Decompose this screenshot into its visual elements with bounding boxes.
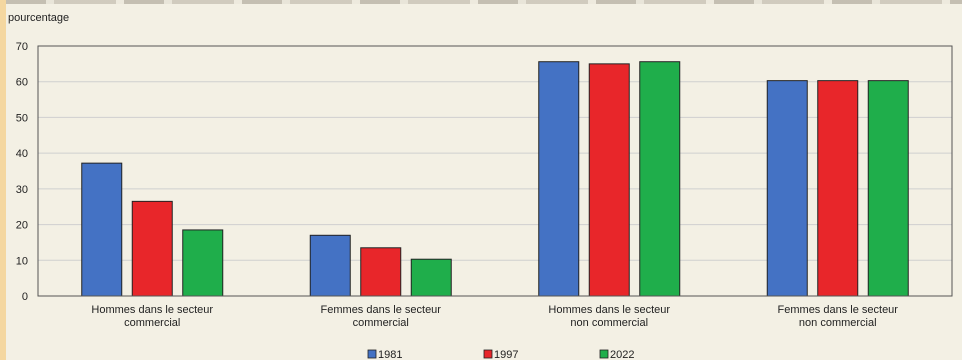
x-category-label: non commercial	[799, 317, 877, 329]
bar-1981-cat0	[81, 162, 123, 297]
x-category-label: Femmes dans le secteur	[778, 304, 899, 316]
y-axis-ticks: 0 10 20 30 40 50 60 70	[16, 41, 28, 303]
y-tick-label: 30	[16, 184, 28, 196]
x-category-label: Hommes dans le secteur	[548, 304, 670, 316]
x-category-label: Femmes dans le secteur	[321, 304, 442, 316]
legend: 1981 1997 2022	[367, 349, 634, 360]
x-category-label: commercial	[124, 317, 180, 329]
bar-2022-cat3	[867, 80, 909, 297]
legend-label: 2022	[610, 349, 634, 360]
y-tick-label: 40	[16, 148, 28, 160]
cropped-title-line	[6, 0, 962, 4]
y-tick-label: 60	[16, 77, 28, 89]
legend-swatch-2022	[599, 349, 609, 359]
legend-swatch-1981	[367, 349, 377, 359]
bar-1997-cat2	[588, 63, 630, 297]
bar-1981-cat2	[538, 61, 580, 297]
bar-1997-cat0	[131, 200, 173, 297]
y-tick-label: 70	[16, 41, 28, 53]
bar-1981-cat3	[766, 80, 808, 297]
legend-label: 1981	[378, 349, 402, 360]
bar-2022-cat0	[182, 229, 224, 297]
bar-2022-cat2	[639, 61, 681, 297]
y-tick-label: 10	[16, 255, 28, 267]
y-tick-label: 50	[16, 112, 28, 124]
legend-swatch-1997	[483, 349, 493, 359]
bar-1997-cat3	[817, 80, 859, 297]
x-category-label: Hommes dans le secteur	[91, 304, 213, 316]
bars	[81, 61, 909, 297]
plot-frame	[37, 45, 953, 297]
bar-2022-cat1	[410, 258, 452, 297]
gridlines	[38, 45, 952, 297]
bar-1981-cat1	[309, 234, 351, 297]
bar-1997-cat1	[360, 247, 402, 297]
y-tick-label: 0	[22, 291, 28, 303]
y-axis-unit-label: pourcentage	[8, 12, 69, 24]
x-category-label: non commercial	[570, 317, 648, 329]
legend-label: 1997	[494, 349, 518, 360]
left-edge-strip	[0, 0, 6, 360]
x-category-label: commercial	[353, 317, 409, 329]
y-tick-label: 20	[16, 220, 28, 232]
